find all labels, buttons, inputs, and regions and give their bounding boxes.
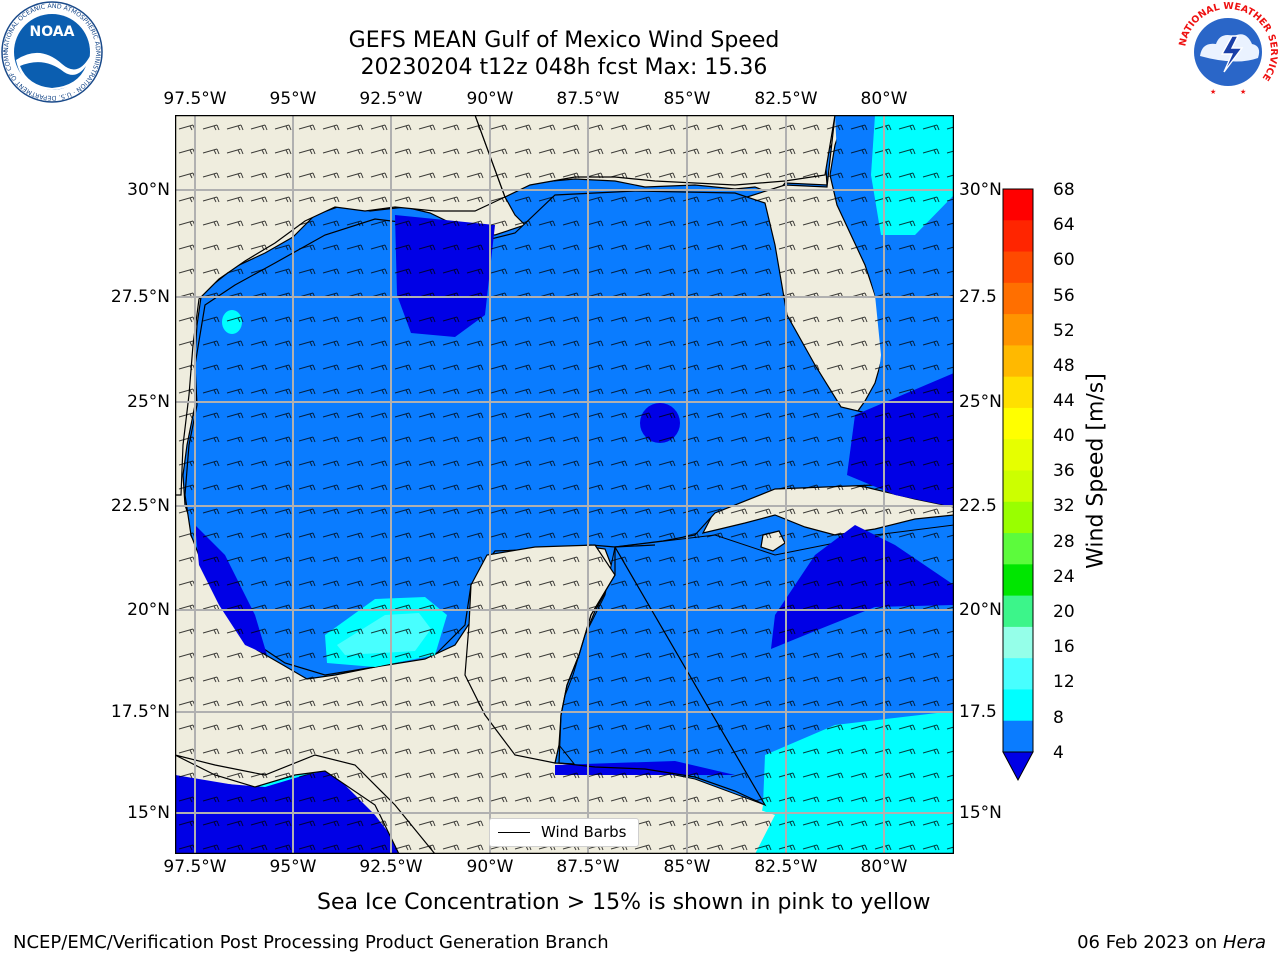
colorbar-tick: 48 <box>1053 356 1075 376</box>
lat-tick-right: 15°N <box>959 803 1002 823</box>
colorbar-segment <box>1003 501 1033 534</box>
colorbar-segment <box>1003 720 1033 753</box>
colorbar-segment <box>1003 533 1033 565</box>
colorbar-segment <box>1003 470 1033 503</box>
colorbar-tick: 4 <box>1053 743 1064 763</box>
noaa-logo: NATIONAL OCEANIC AND ATMOSPHERIC ADMINIS… <box>0 0 103 103</box>
colorbar-segment <box>1003 689 1033 722</box>
colorbar-segment <box>1003 220 1033 253</box>
lon-tick-top: 80°W <box>860 89 908 109</box>
credit-right: 06 Feb 2023 on Hera <box>1077 932 1266 953</box>
credit-host: Hera <box>1222 932 1266 953</box>
lat-tick-left: 22.5°N <box>110 496 170 516</box>
lon-tick-bottom: 87.5°W <box>556 857 620 877</box>
wind-speed-colorbar <box>1002 188 1034 782</box>
colorbar-tick: 56 <box>1053 286 1075 306</box>
colorbar-tick: 64 <box>1053 215 1075 235</box>
colorbar-tick: 44 <box>1053 391 1075 411</box>
gulf-of-mexico-wind-map <box>175 115 954 854</box>
lat-tick-left: 25°N <box>127 392 170 412</box>
colorbar-tick: 68 <box>1053 180 1075 200</box>
colorbar-tick: 32 <box>1053 496 1075 516</box>
colorbar-tick: 52 <box>1053 321 1075 341</box>
colorbar-segment <box>1003 407 1033 440</box>
lon-tick-bottom: 95°W <box>269 857 317 877</box>
map-title-line2: 20230204 t12z 048h fcst Max: 15.36 <box>360 55 768 80</box>
lon-tick-bottom: 97.5°W <box>163 857 227 877</box>
colorbar-segment <box>1003 282 1033 315</box>
colorbar-extend-triangle <box>1002 751 1034 782</box>
colorbar-tick: 60 <box>1053 250 1075 270</box>
colorbar-segment <box>1003 376 1033 409</box>
lat-tick-left: 17.5°N <box>110 702 170 722</box>
nws-star-icon: ★ <box>1240 88 1246 96</box>
colorbar-tick: 16 <box>1053 637 1075 657</box>
lon-tick-bottom: 80°W <box>860 857 908 877</box>
colorbar-tick: 8 <box>1053 708 1064 728</box>
colorbar-segment <box>1003 658 1033 690</box>
lat-tick-right: 22.5 <box>959 496 997 516</box>
credit-date: 06 Feb 2023 on <box>1077 932 1223 953</box>
lon-tick-bottom: 85°W <box>663 857 711 877</box>
colorbar-tick: 36 <box>1053 461 1075 481</box>
lat-tick-left: 15°N <box>127 803 170 823</box>
lon-tick-bottom: 90°W <box>466 857 514 877</box>
map-title-line1: GEFS MEAN Gulf of Mexico Wind Speed <box>348 28 780 53</box>
colorbar-segment <box>1003 564 1033 597</box>
colorbar-segment <box>1003 626 1033 659</box>
colorbar-tick: 28 <box>1053 532 1075 552</box>
colorbar-segment <box>1003 345 1033 378</box>
lon-tick-top: 82.5°W <box>754 89 818 109</box>
map-frame <box>175 115 954 854</box>
colorbar-label: Wind Speed [m/s] <box>1083 373 1109 569</box>
colorbar-tick: 40 <box>1053 426 1075 446</box>
colorbar-segment <box>1003 314 1033 346</box>
colorbar-frame <box>1002 188 1034 753</box>
lat-tick-right: 20°N <box>959 600 1002 620</box>
lon-tick-bottom: 82.5°W <box>754 857 818 877</box>
nws-logo: NATIONAL WEATHER SERVICE ★ ★ <box>1177 1 1279 102</box>
colorbar-tick: 24 <box>1053 567 1075 587</box>
colorbar-segment <box>1003 439 1033 471</box>
lat-tick-right: 17.5 <box>959 702 997 722</box>
lon-tick-top: 95°W <box>269 89 317 109</box>
lat-tick-left: 30°N <box>127 180 170 200</box>
lon-tick-top: 90°W <box>466 89 514 109</box>
lon-tick-top: 87.5°W <box>556 89 620 109</box>
map-legend: Wind Barbs <box>489 818 639 847</box>
credit-left: NCEP/EMC/Verification Post Processing Pr… <box>13 932 609 953</box>
lat-tick-left: 27.5°N <box>110 287 170 307</box>
legend-label: Wind Barbs <box>541 823 627 841</box>
lon-tick-top: 85°W <box>663 89 711 109</box>
noaa-text: NOAA <box>30 24 75 40</box>
colorbar-segment <box>1003 189 1033 221</box>
wind-barbs <box>175 115 954 854</box>
colorbar-segment <box>1003 595 1033 628</box>
graticule <box>175 115 954 854</box>
lat-tick-right: 25°N <box>959 392 1002 412</box>
colorbar-tick: 20 <box>1053 602 1075 622</box>
colorbar-segment <box>1003 251 1033 284</box>
lon-tick-top: 92.5°W <box>359 89 423 109</box>
legend-line-icon <box>498 832 530 833</box>
lat-tick-right: 27.5 <box>959 287 997 307</box>
nws-star-icon: ★ <box>1210 88 1216 96</box>
lon-tick-bottom: 92.5°W <box>359 857 423 877</box>
lon-tick-top: 97.5°W <box>163 89 227 109</box>
lat-tick-left: 20°N <box>127 600 170 620</box>
colorbar-tick: 12 <box>1053 672 1075 692</box>
sea-ice-footnote: Sea Ice Concentration > 15% is shown in … <box>317 890 931 915</box>
lat-tick-right: 30°N <box>959 180 1002 200</box>
